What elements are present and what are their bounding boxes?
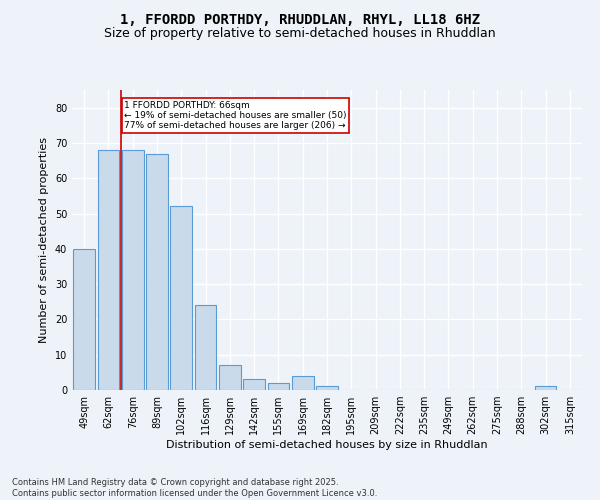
X-axis label: Distribution of semi-detached houses by size in Rhuddlan: Distribution of semi-detached houses by …: [166, 440, 488, 450]
Bar: [268, 383, 289, 390]
Bar: [73, 249, 95, 390]
Bar: [97, 150, 119, 390]
Bar: [292, 376, 314, 390]
Bar: [194, 306, 217, 390]
Bar: [122, 150, 143, 390]
Text: Size of property relative to semi-detached houses in Rhuddlan: Size of property relative to semi-detach…: [104, 28, 496, 40]
Bar: [219, 366, 241, 390]
Bar: [535, 386, 556, 390]
Bar: [243, 380, 265, 390]
Text: 1, FFORDD PORTHDY, RHUDDLAN, RHYL, LL18 6HZ: 1, FFORDD PORTHDY, RHUDDLAN, RHYL, LL18 …: [120, 12, 480, 26]
Bar: [170, 206, 192, 390]
Bar: [316, 386, 338, 390]
Y-axis label: Number of semi-detached properties: Number of semi-detached properties: [39, 137, 49, 343]
Text: Contains HM Land Registry data © Crown copyright and database right 2025.
Contai: Contains HM Land Registry data © Crown c…: [12, 478, 377, 498]
Text: 1 FFORDD PORTHDY: 66sqm
← 19% of semi-detached houses are smaller (50)
77% of se: 1 FFORDD PORTHDY: 66sqm ← 19% of semi-de…: [124, 100, 347, 130]
Bar: [146, 154, 168, 390]
